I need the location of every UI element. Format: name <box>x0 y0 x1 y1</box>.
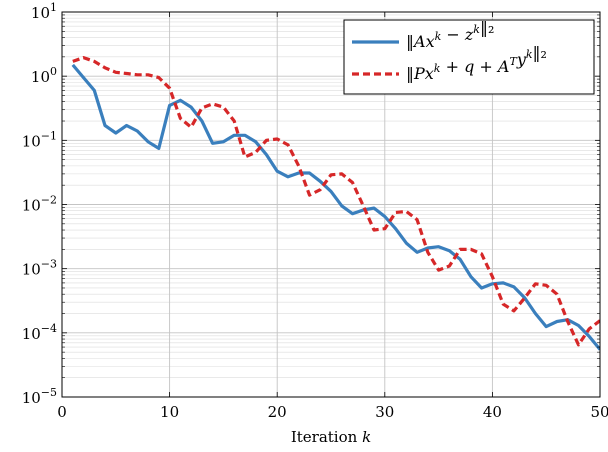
y-tick-label: 10−1 <box>22 129 57 150</box>
series-layer <box>71 56 600 351</box>
y-tick-label: 10−2 <box>22 194 57 215</box>
x-tick-label: 0 <box>57 403 67 421</box>
x-tick-labels: 0 10 20 30 40 50 <box>57 403 608 421</box>
x-tick-label: 40 <box>483 403 502 421</box>
y-tick-label: 100 <box>31 65 57 86</box>
legend-label-residual-dual: ‖Pxk + q + ATyk‖₂ <box>406 43 547 83</box>
x-tick-label: 50 <box>590 403 608 421</box>
series-line-residual-dual <box>72 56 600 347</box>
legend-label-residual-primal: ‖Axk − zk‖₂ <box>406 18 494 51</box>
x-axis-label: Iteration k <box>291 428 371 446</box>
series-line-residual-primal <box>71 63 600 351</box>
y-tick-label: 101 <box>31 1 57 22</box>
y-tick-label: 10−4 <box>22 322 57 343</box>
x-tick-label: 20 <box>268 403 287 421</box>
axis-ticks <box>61 11 601 398</box>
legend-box <box>343 19 595 95</box>
x-tick-label: 10 <box>160 403 179 421</box>
legend: ‖Axk − zk‖₂ ‖Pxk + q + ATyk‖₂ <box>343 18 595 95</box>
y-tick-label: 10−5 <box>22 386 57 407</box>
y-tick-labels: 101 100 10−1 10−2 10−3 10−4 10−5 <box>22 1 57 407</box>
x-tick-label: 30 <box>375 403 394 421</box>
y-tick-label: 10−3 <box>22 258 57 279</box>
